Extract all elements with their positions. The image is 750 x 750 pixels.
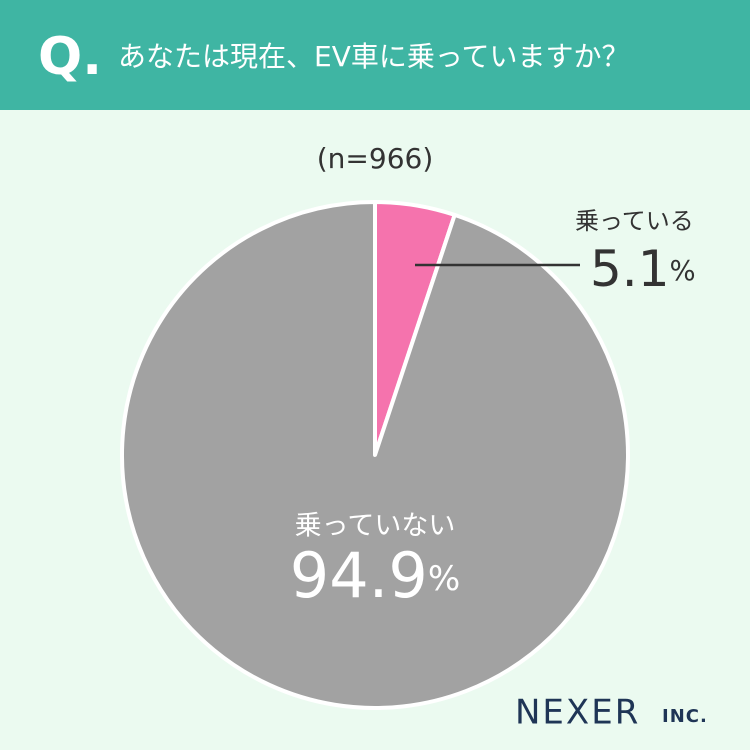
slice-label: 乗っていない: [295, 511, 456, 542]
chart-title: あなたは現在、EV車に乗っていますか？: [118, 40, 629, 73]
slice-label: 乗っている: [575, 207, 694, 235]
sample-note: (n=966): [317, 142, 434, 175]
brand: NEXER: [515, 693, 640, 733]
question-label: Q.: [38, 27, 102, 87]
pie: [120, 200, 630, 710]
pie-slice: [120, 200, 630, 710]
header-band: [0, 0, 750, 110]
value-label: 94.9%: [290, 539, 460, 612]
value-label: 5.1%: [590, 240, 696, 298]
brand-suffix: INC.: [662, 706, 708, 727]
